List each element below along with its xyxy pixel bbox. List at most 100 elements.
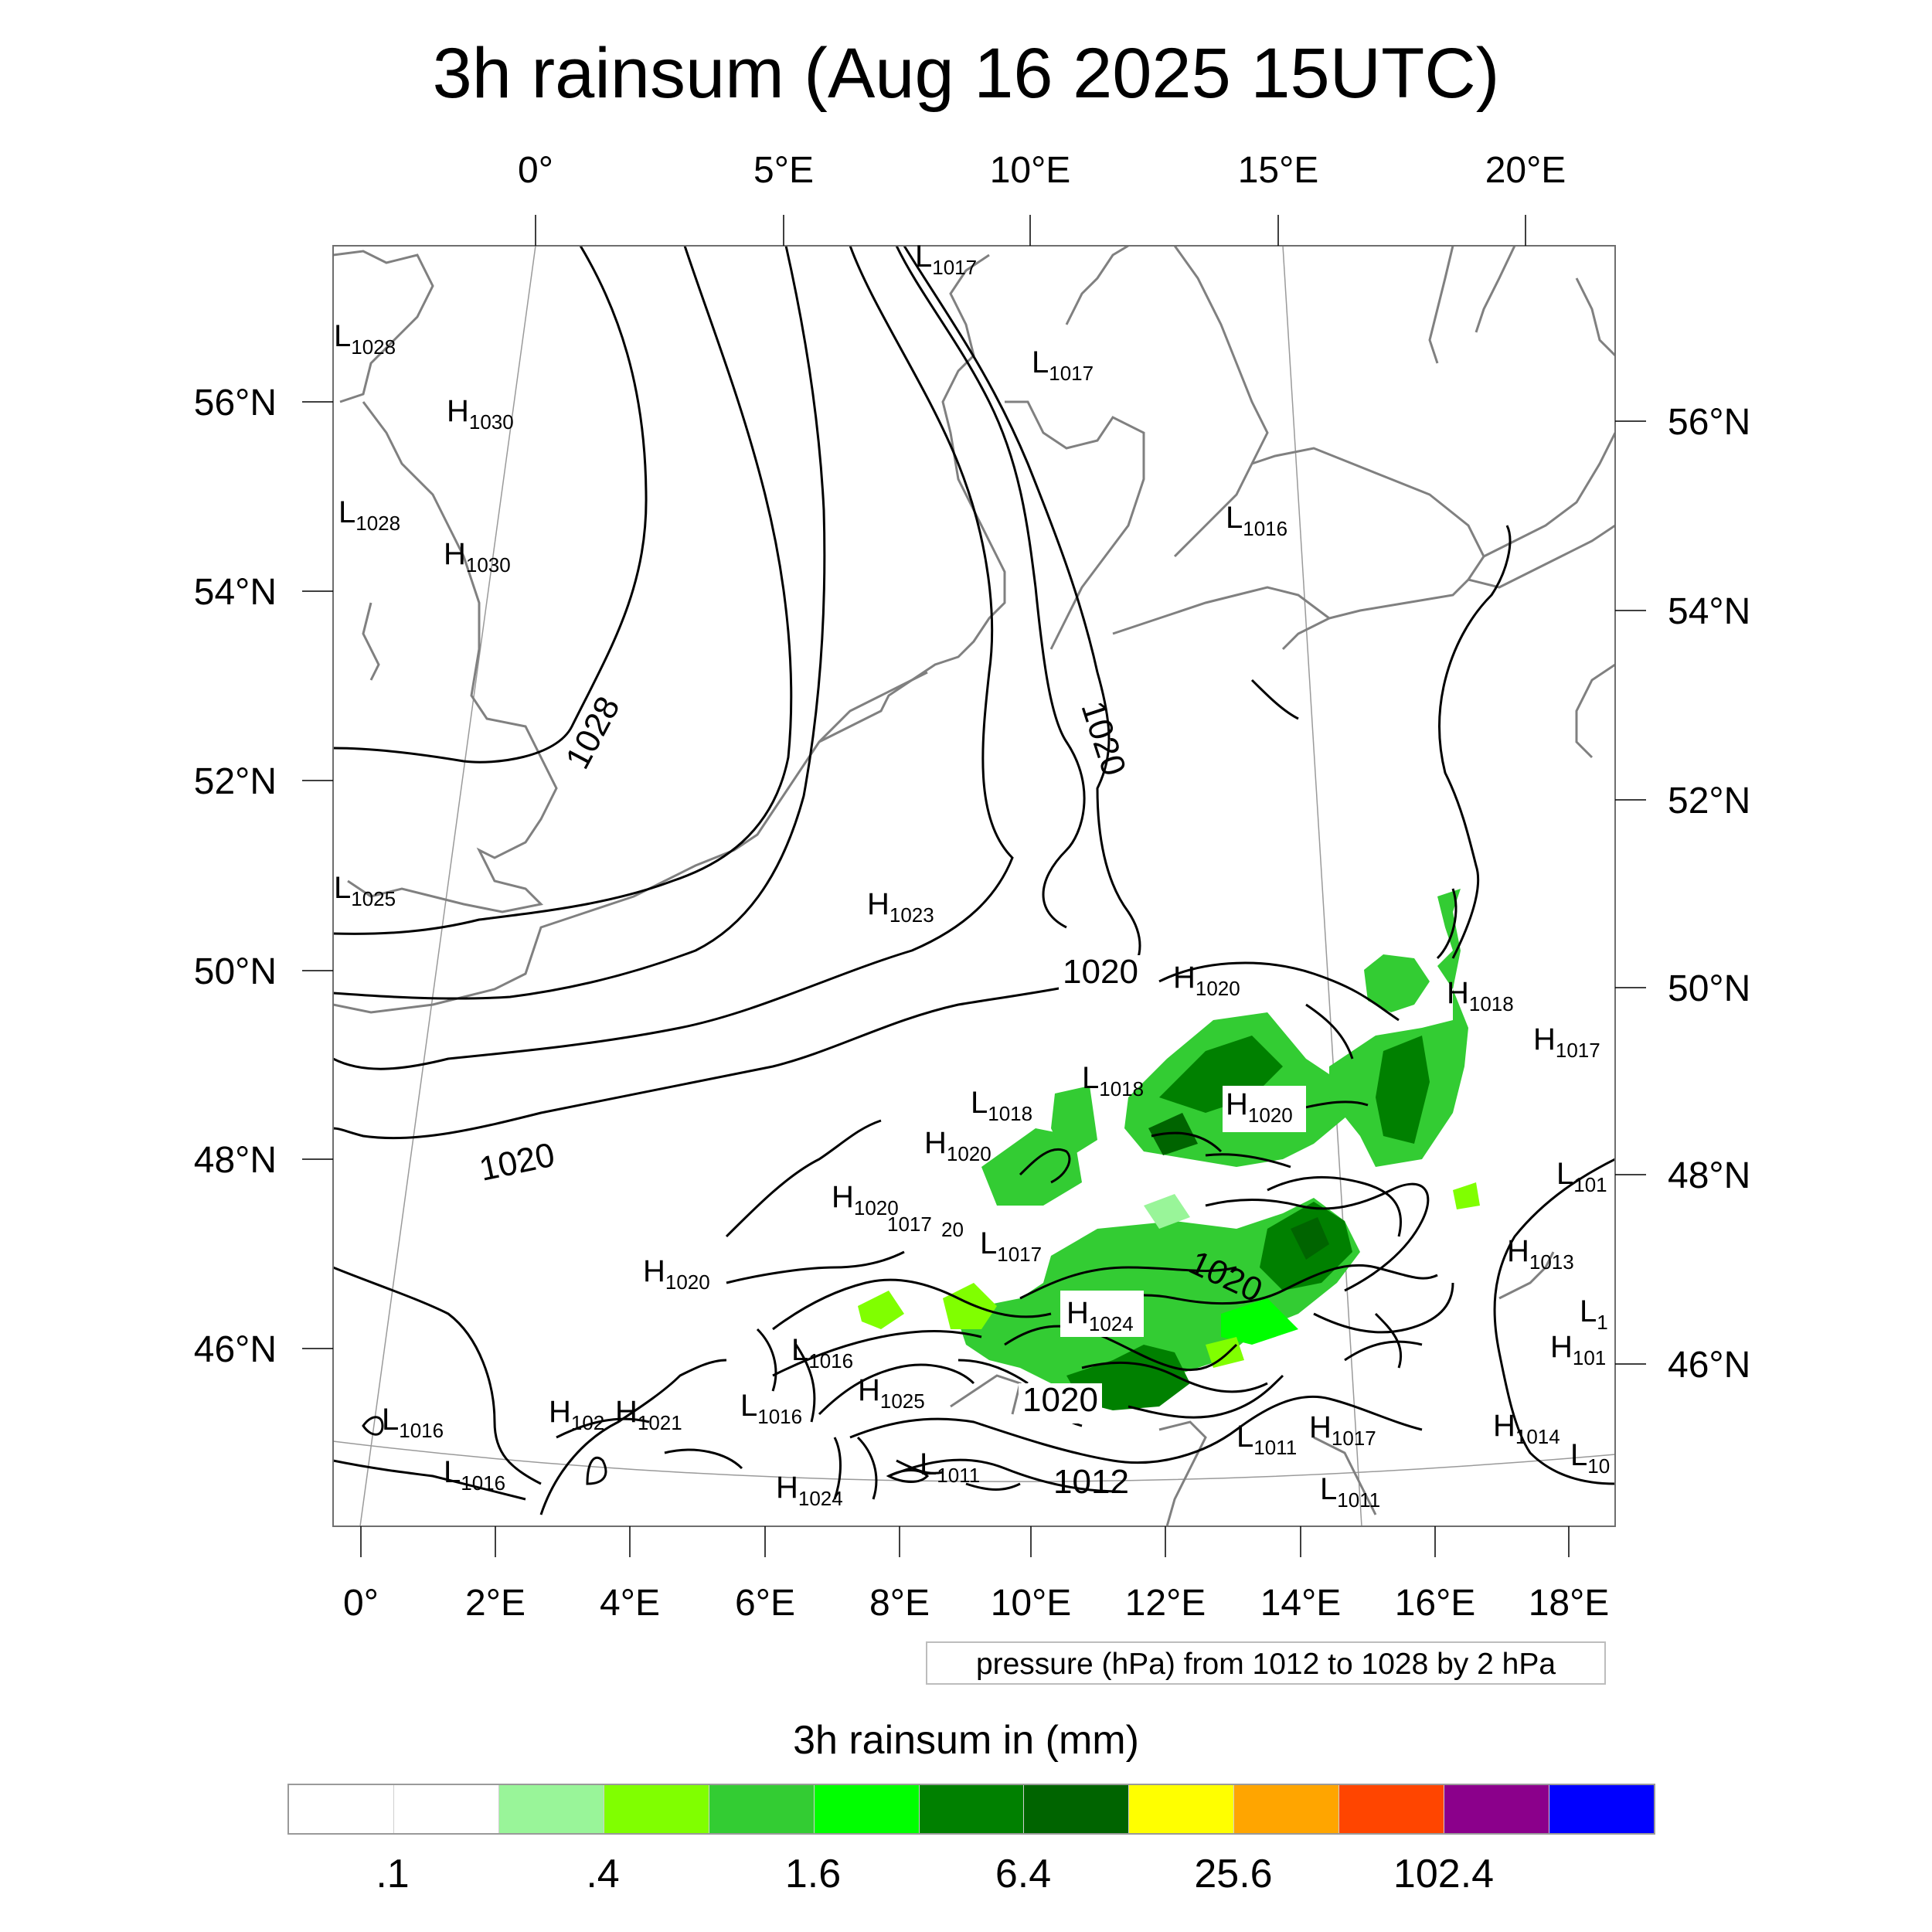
isobar-label: 1012 — [1053, 1463, 1129, 1501]
colorbar-box — [1024, 1785, 1130, 1833]
bottom-lon-label: 18°E — [1529, 1583, 1610, 1624]
rain-field — [858, 889, 1480, 1410]
pressure-center: L1011 — [920, 1447, 980, 1487]
pressure-center: L101 — [1556, 1157, 1607, 1196]
colorbar-box — [1234, 1785, 1340, 1833]
left-lat-label: 56°N — [194, 383, 277, 423]
colorbar-box — [604, 1785, 709, 1833]
isobar-label: 1020 — [1063, 953, 1138, 991]
pressure-center: L1017 — [915, 240, 977, 279]
left-lat-label: 54°N — [194, 572, 277, 613]
graticule — [333, 246, 1615, 1526]
pressure-center: H1020 — [643, 1254, 710, 1294]
pressure-center: L1017 — [980, 1226, 1042, 1266]
colorbar-label: 1.6 — [784, 1852, 842, 1896]
pressure-center: H1021 — [615, 1395, 682, 1434]
colorbar-label: 6.4 — [995, 1852, 1052, 1896]
bottom-longitude-labels: 0° 2°E 4°E 6°E 8°E 10°E 12°E 14°E 16°E 1… — [343, 1583, 1609, 1624]
legend-title: 3h rainsum in (mm) — [793, 1718, 1139, 1763]
pressure-center: H1023 — [867, 887, 934, 927]
colorbar-box — [709, 1785, 815, 1833]
right-lat-label: 50°N — [1668, 968, 1750, 1009]
pressure-center: L1018 — [1082, 1061, 1144, 1100]
top-lon-label: 15°E — [1238, 150, 1319, 191]
pressure-center: H1013 — [1507, 1234, 1574, 1274]
bottom-lon-label: 0° — [343, 1583, 379, 1624]
colorbar-box — [289, 1785, 394, 1833]
colorbar — [287, 1784, 1655, 1835]
bottom-lon-label: 8°E — [869, 1583, 930, 1624]
top-lon-label: 0° — [518, 150, 553, 191]
bottom-lon-label: 6°E — [735, 1583, 795, 1624]
pressure-center: H101 — [1550, 1330, 1606, 1369]
pressure-center: L1016 — [791, 1333, 853, 1372]
isobar-label: 1017 — [887, 1213, 932, 1236]
isobar-label: 20 — [941, 1218, 964, 1241]
pressure-center: L1 — [1580, 1294, 1608, 1334]
colorbar-box — [1129, 1785, 1235, 1833]
colorbar-box — [1444, 1785, 1550, 1833]
pressure-center: H1020 — [1226, 1087, 1293, 1127]
pressure-center: H1014 — [1493, 1409, 1560, 1448]
pressure-center: L10 — [1570, 1438, 1610, 1478]
isobar-label: 1020 — [1022, 1381, 1098, 1419]
right-lat-label: 52°N — [1668, 781, 1750, 821]
colorbar-label: 25.6 — [1194, 1852, 1273, 1896]
top-lon-label: 10°E — [990, 150, 1071, 191]
pressure-center: H1030 — [444, 537, 511, 577]
pressure-center: H102 — [549, 1395, 604, 1434]
left-lat-label: 52°N — [194, 761, 277, 802]
pressure-center: L1016 — [740, 1389, 802, 1428]
colorbar-label: .1 — [376, 1852, 410, 1896]
pressure-center: H1030 — [447, 394, 514, 434]
colorbar-box — [814, 1785, 920, 1833]
pressure-center: H1017 — [1309, 1410, 1376, 1450]
top-longitude-labels: 0° 5°E 10°E 15°E 20°E — [518, 150, 1566, 191]
pressure-center: H1020 — [924, 1126, 992, 1165]
pressure-center: L1028 — [334, 319, 396, 359]
pressure-center: L1025 — [334, 871, 396, 910]
pressure-center: H1024 — [1066, 1296, 1134, 1335]
center-label-boxes — [1060, 1086, 1306, 1337]
colorbar-box — [393, 1785, 499, 1833]
pressure-center: H1018 — [1447, 976, 1514, 1015]
map-area — [333, 246, 1615, 1526]
pressure-center: L1028 — [338, 495, 400, 535]
pressure-center: H1024 — [776, 1471, 843, 1510]
map-frame — [332, 245, 1616, 1527]
right-lat-label: 54°N — [1668, 591, 1750, 632]
left-lat-label: 46°N — [194, 1329, 277, 1370]
pressure-center: L1016 — [382, 1403, 444, 1442]
map-title: 3h rainsum (Aug 16 2025 15UTC) — [432, 34, 1500, 113]
pressure-centers: L1017 L1028 L1017 H1030 L1028 H1030 L101… — [334, 240, 1610, 1512]
left-lat-label: 50°N — [194, 951, 277, 992]
pressure-center: L1016 — [444, 1455, 505, 1495]
bottom-lon-label: 10°E — [991, 1583, 1072, 1624]
right-lat-label: 48°N — [1668, 1155, 1750, 1196]
right-lat-label: 56°N — [1668, 402, 1750, 443]
colorbar-label: .4 — [586, 1852, 620, 1896]
pressure-center: H1025 — [858, 1373, 925, 1413]
left-latitude-labels: 56°N 54°N 52°N 50°N 48°N 46°N — [194, 383, 277, 1370]
pressure-center: L1011 — [1320, 1472, 1380, 1512]
right-latitude-labels: 56°N 54°N 52°N 50°N 48°N 46°N — [1668, 402, 1750, 1386]
bottom-lon-label: 4°E — [600, 1583, 660, 1624]
tick-marks — [302, 215, 1646, 1557]
colorbar-box — [498, 1785, 604, 1833]
bottom-lon-label: 14°E — [1260, 1583, 1342, 1624]
colorbar-box — [1339, 1785, 1445, 1833]
top-lon-label: 5°E — [753, 150, 814, 191]
pressure-center: L1017 — [1032, 345, 1094, 385]
right-lat-label: 46°N — [1668, 1345, 1750, 1386]
top-lon-label: 20°E — [1485, 150, 1566, 191]
pressure-center: L1011 — [1236, 1420, 1297, 1459]
contour-info-box: pressure (hPa) from 1012 to 1028 by 2 hP… — [926, 1641, 1606, 1685]
bottom-lon-label: 16°E — [1395, 1583, 1476, 1624]
bottom-lon-label: 12°E — [1125, 1583, 1206, 1624]
pressure-center: L1018 — [971, 1086, 1032, 1125]
colorbar-box — [1549, 1785, 1654, 1833]
pressure-center: H1017 — [1533, 1022, 1600, 1062]
colorbar-box — [919, 1785, 1025, 1833]
pressure-center: L1016 — [1226, 501, 1287, 540]
